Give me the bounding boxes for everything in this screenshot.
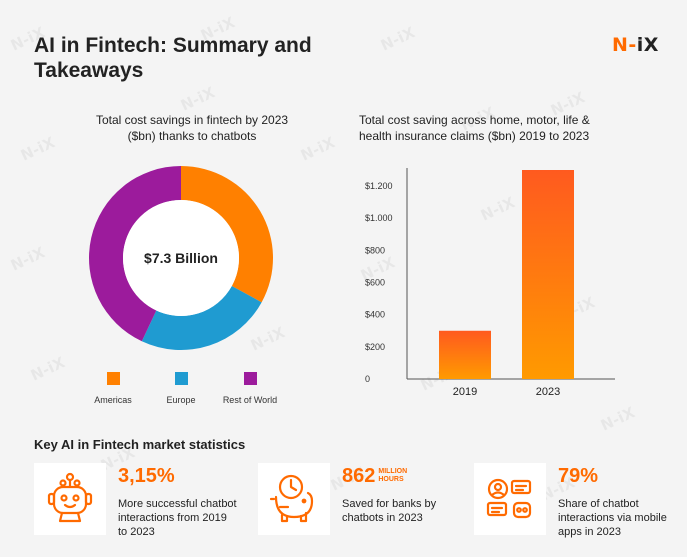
stat-value-hours: 862 MILLION HOURS — [342, 465, 418, 488]
stat-value-mobile-text: 79% — [558, 465, 599, 487]
donut-slice-europe — [141, 285, 262, 350]
donut-slice-americas — [181, 166, 273, 303]
bar-y-tick-label: $1.200 — [365, 181, 393, 191]
logo-dash: - — [628, 34, 637, 56]
legend-item-americas: Americas — [68, 372, 158, 405]
stat-value-mobile: 79% — [558, 465, 598, 488]
stat-unit-hours: MILLION HOURS — [378, 468, 408, 483]
stat-card-interactions: 3,15% More successful chatbot interactio… — [34, 463, 244, 543]
bar-y-tick-label: $400 — [365, 310, 385, 320]
bar-y-tick-label: $200 — [365, 342, 385, 352]
bar-chart: 0 $200 $400 $600 $800 $1.000 $1.200 2019 2023 — [365, 168, 615, 398]
robot-icon — [34, 463, 106, 535]
donut-hole — [123, 200, 239, 316]
stat-desc-mobile: Share of chatbot interactions via mobile… — [558, 498, 667, 538]
watermark-text: N-iX — [177, 83, 218, 115]
watermark-text: N-iX — [597, 403, 638, 435]
bar-x-tick-label: 2019 — [453, 386, 477, 398]
stat-value-hours-text: 862 — [342, 465, 376, 487]
brand-logo: N-iX — [612, 34, 659, 56]
legend-item-europe: Europe — [136, 372, 226, 405]
bar-2023 — [522, 170, 574, 379]
stat-desc-hours: Saved for banks by chatbots in 2023 — [342, 498, 437, 524]
donut-center-label: $7.3 Billion — [144, 250, 218, 266]
logo-ix: iX — [636, 34, 659, 56]
watermark-text: N-iX — [297, 133, 338, 165]
stat-value-interactions: 3,15% — [118, 465, 175, 488]
watermark-text: N-iX — [7, 243, 48, 275]
legend-label-rest-of-world: Rest of World — [222, 395, 278, 405]
watermark-text: N-iX — [377, 23, 418, 55]
donut-legend: Americas Europe Rest of World — [60, 372, 320, 412]
legend-swatch-americas — [106, 372, 120, 385]
donut-slice-rest-of-world — [89, 166, 181, 342]
logo-n: N — [612, 34, 629, 56]
stats-heading: Key AI in Fintech market statistics — [34, 437, 246, 452]
bar-x-tick-label: 2023 — [536, 386, 560, 398]
bar-2019 — [439, 330, 491, 379]
stat-desc-interactions: More successful chatbot interactions fro… — [118, 498, 237, 538]
legend-label-americas: Americas — [94, 395, 132, 405]
chat-users-icon — [474, 463, 546, 535]
legend-swatch-europe — [174, 372, 188, 385]
watermark-text: N-iX — [17, 133, 58, 165]
bar-chart-title: Total cost saving across home, motor, li… — [359, 113, 590, 143]
piggy-bank-clock-icon — [258, 463, 330, 535]
bar-y-tick-label: 0 — [365, 374, 370, 384]
bar-y-tick-label: $1.000 — [365, 213, 393, 223]
donut-chart-title: Total cost savings in fintech by 2023 ($… — [95, 113, 289, 143]
legend-swatch-rest-of-world — [243, 372, 257, 385]
bar-y-tick-label: $800 — [365, 245, 385, 255]
stat-card-hours: 862 MILLION HOURS Saved for banks by chat… — [258, 463, 468, 543]
stat-card-mobile: 79% Share of chatbot interactions via mo… — [474, 463, 684, 543]
donut-chart: $7.3 Billion — [89, 166, 273, 350]
stat-value-interactions-text: 3,15% — [118, 465, 175, 487]
legend-item-rest-of-world: Rest of World — [205, 372, 295, 405]
page-title: AI in Fintech: Summary and Takeaways — [34, 34, 312, 82]
legend-label-europe: Europe — [166, 395, 196, 405]
bar-y-tick-label: $600 — [365, 278, 385, 288]
